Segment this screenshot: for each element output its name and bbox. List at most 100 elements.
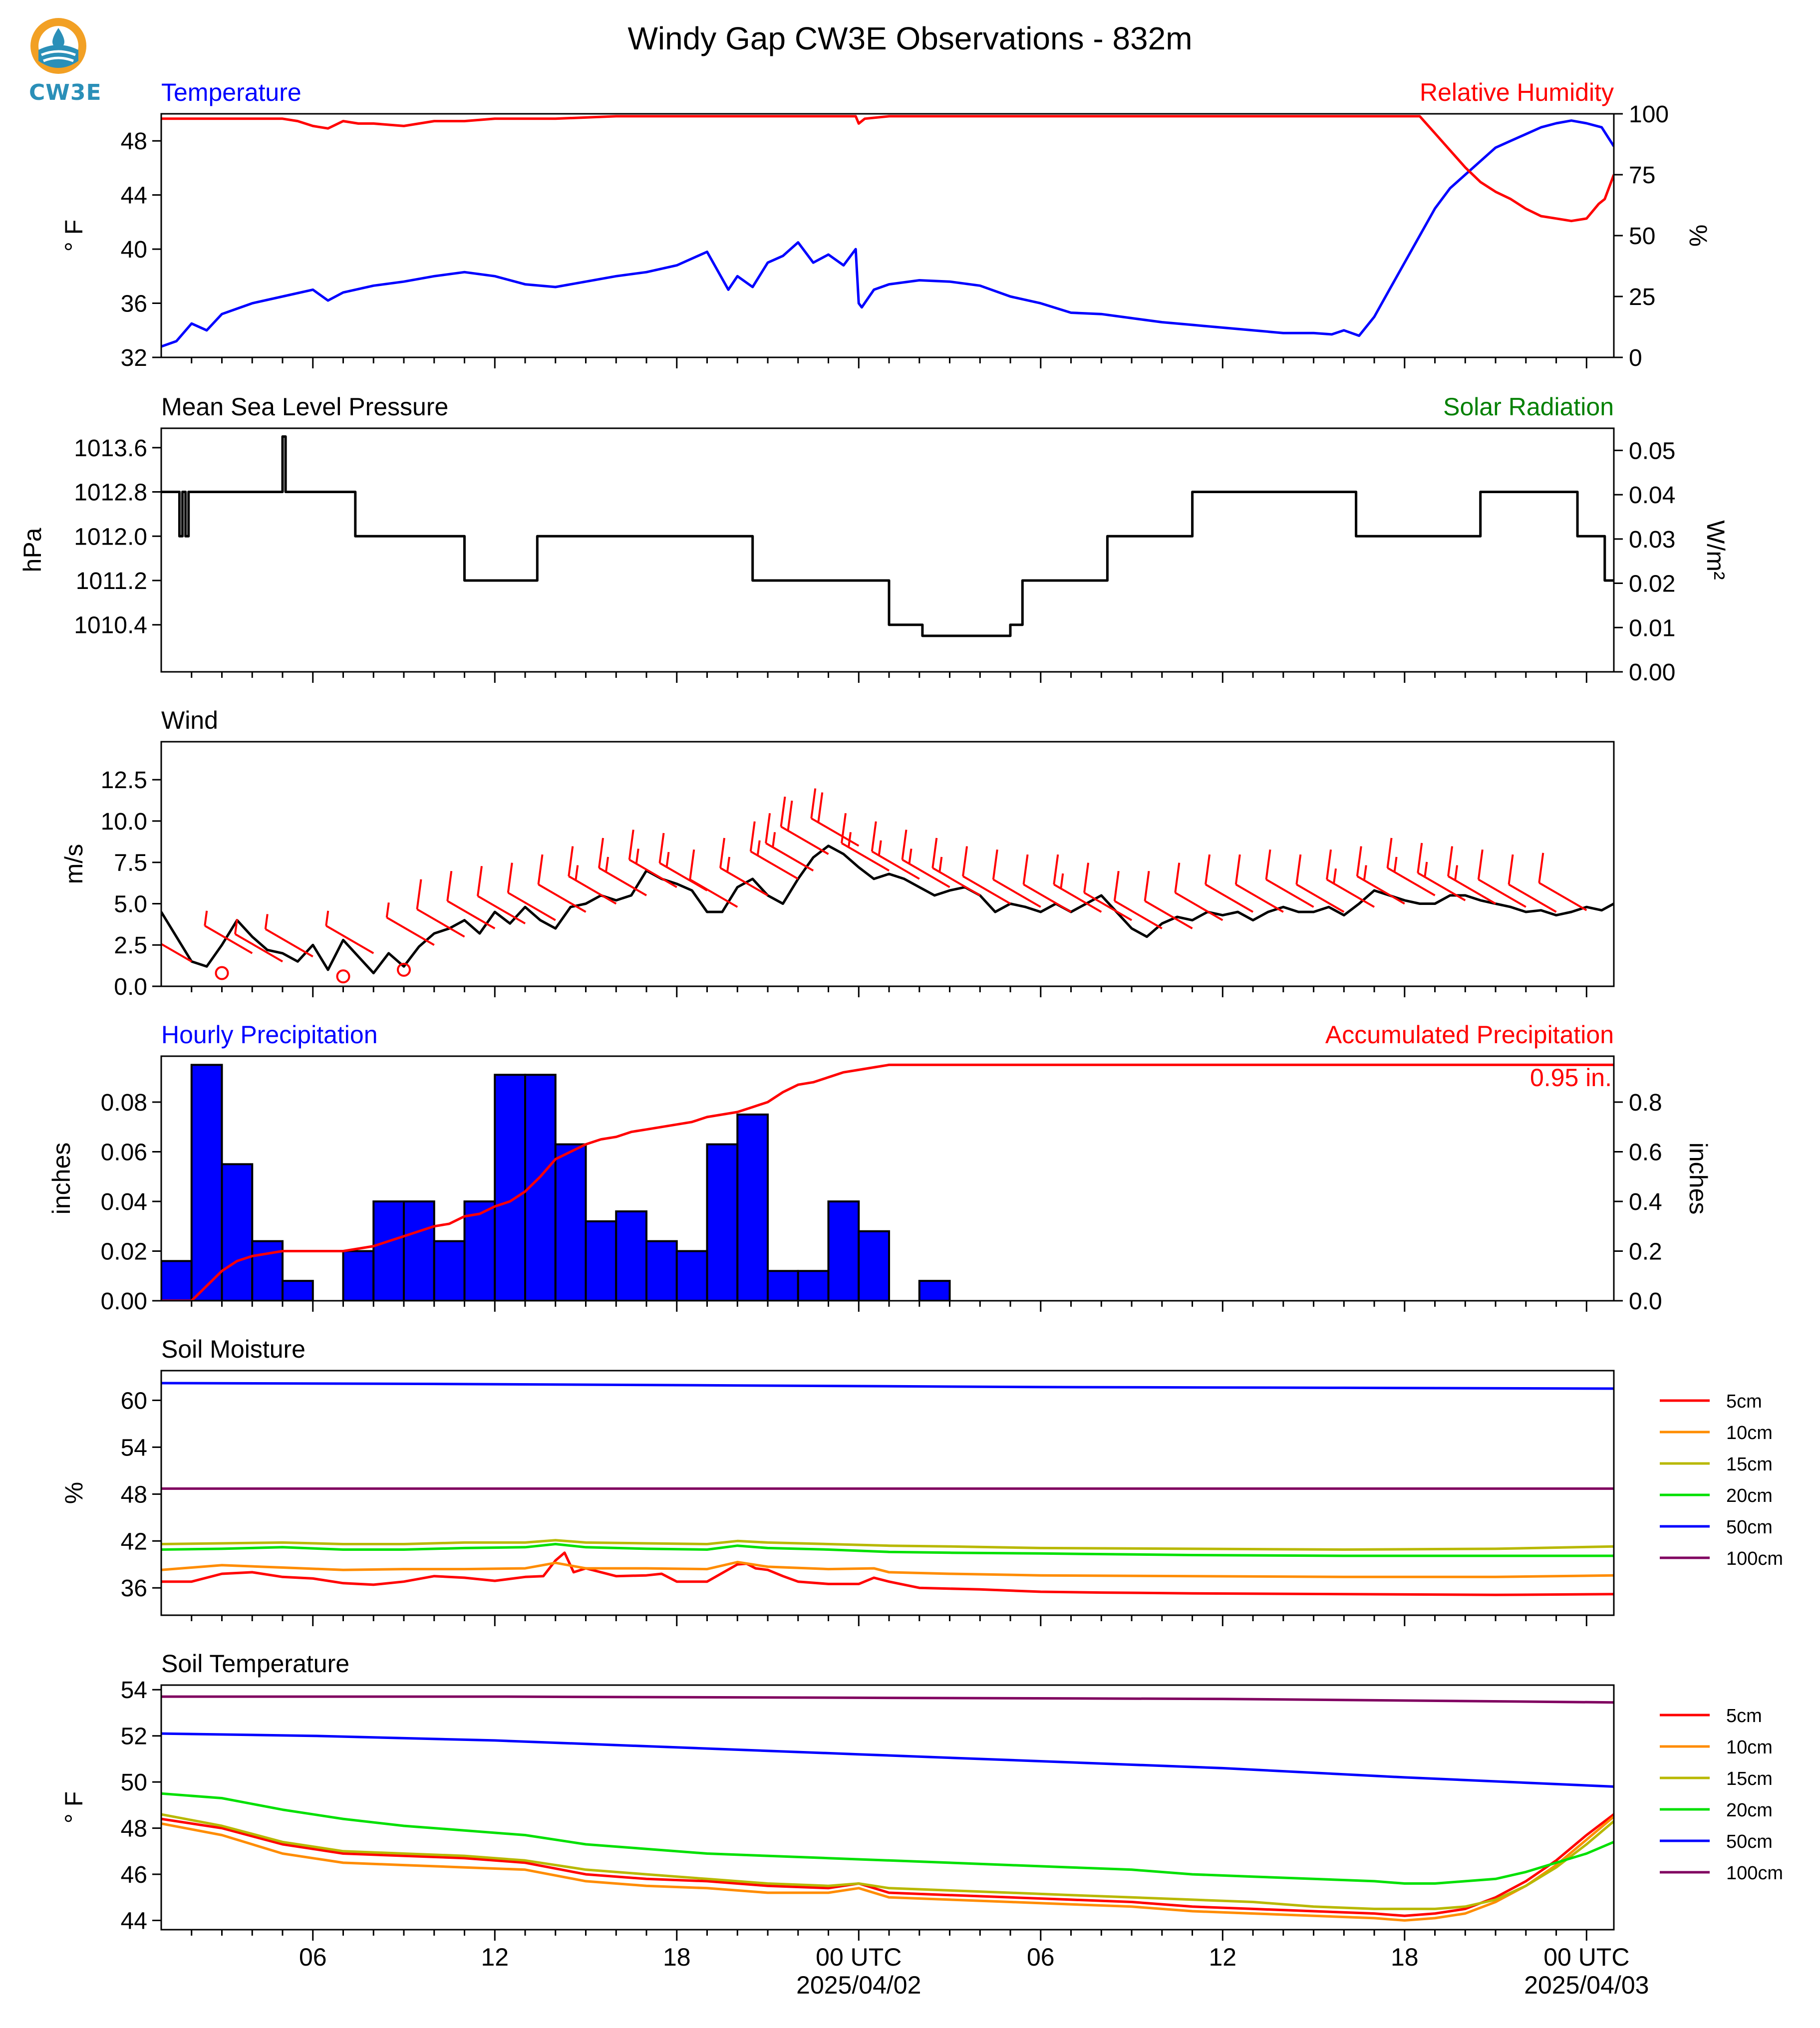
wind-barb-half	[605, 857, 609, 872]
wind-barb-full	[1326, 849, 1332, 880]
wind-barb-half	[1424, 862, 1428, 877]
panel-3	[152, 1055, 1623, 1312]
y-tick-label-left: 7.5	[114, 850, 147, 876]
y-tick-label-right: 0	[1629, 345, 1642, 371]
wind-barb-half	[878, 840, 882, 856]
y-tick-label-left: 44	[121, 183, 147, 209]
panel-title-left: Hourly Precipitation	[161, 1021, 378, 1049]
wind-barb-half	[726, 857, 731, 872]
x-tick-label: 06	[299, 1943, 327, 1971]
wind-barb-full	[787, 800, 793, 831]
accumulated-total-label: 0.95 in.	[1530, 1064, 1612, 1092]
y-tick-label-left: 2.5	[114, 932, 147, 959]
wind-barb-shaft	[628, 859, 677, 888]
logo-text: CW3E	[29, 80, 102, 105]
y-tick-label-right: 0.0	[1629, 1288, 1662, 1315]
y-axis-label-left: hPa	[18, 528, 46, 572]
precip-bar	[797, 1270, 830, 1301]
y-tick-label-right: 0.02	[1629, 571, 1675, 597]
wind-barb-shaft	[811, 817, 860, 847]
wind-barb-shaft	[1235, 883, 1284, 913]
wind-barb-full	[871, 821, 877, 852]
y-tick-label-left: 1012.0	[74, 524, 147, 550]
series-line-5	[161, 1695, 1614, 1704]
y-axis-label-right: W/m²	[1702, 520, 1730, 579]
y-tick-label-left: 1011.2	[76, 568, 147, 594]
legend-label: 10cm	[1726, 1737, 1773, 1758]
series-line-2	[161, 1813, 1614, 1910]
y-tick-label-right: 0.8	[1629, 1090, 1662, 1116]
y-tick-label-left: 46	[121, 1862, 147, 1888]
panel-plot-area	[161, 1695, 1614, 1922]
wind-barb-shaft	[204, 925, 253, 954]
wind-barb-half	[1363, 865, 1367, 880]
panel-frame	[160, 1370, 1615, 1616]
y-tick-label-left: 50	[121, 1769, 147, 1796]
wind-barb-shaft	[568, 875, 617, 905]
y-tick-label-left: 44	[121, 1908, 147, 1935]
wind-barb-shaft	[235, 933, 284, 963]
precip-bar	[494, 1074, 527, 1301]
series-line-0	[161, 1813, 1614, 1917]
wind-barb-shaft	[1023, 883, 1072, 913]
wind-barb-full	[1295, 854, 1302, 885]
y-tick-label-left: 0.0	[114, 974, 147, 1000]
wind-barb-full	[901, 830, 908, 860]
wind-barb-full	[689, 849, 695, 880]
wind-barb-full	[1083, 863, 1090, 893]
wind-barb-full	[446, 870, 453, 901]
wind-barb-shaft	[1417, 872, 1466, 901]
series-line-0	[161, 1063, 1614, 1301]
wind-barb-shaft	[992, 878, 1041, 908]
precip-bar	[433, 1240, 466, 1301]
y-tick-label-left: 40	[121, 237, 147, 263]
y-tick-label-left: 1012.8	[74, 480, 147, 506]
y-tick-label-left: 42	[121, 1528, 147, 1555]
cw3e-logo	[27, 15, 102, 110]
legend-label: 5cm	[1726, 1391, 1762, 1412]
y-tick-label-left: 0.08	[101, 1090, 147, 1116]
series-line-3	[161, 1792, 1614, 1885]
panel-plot-area	[161, 788, 1614, 984]
y-tick-label-right: 0.6	[1629, 1140, 1662, 1166]
wind-barb-full	[931, 838, 938, 869]
y-axis-label-right: inches	[1684, 1143, 1712, 1215]
y-tick-label-right: 0.03	[1629, 527, 1675, 553]
y-tick-label-right: 25	[1629, 284, 1655, 310]
wind-barb-shaft	[161, 942, 192, 963]
wind-barb-full	[1234, 854, 1241, 885]
panel-title-left: Soil Moisture	[161, 1335, 305, 1363]
wind-barb-shaft	[1448, 875, 1497, 905]
wind-barb-full	[658, 833, 665, 864]
wind-barb-full	[598, 838, 605, 869]
wind-barb-full	[1022, 854, 1029, 885]
precip-bar	[251, 1240, 284, 1301]
precip-bar	[221, 1163, 254, 1301]
series-line-1	[161, 1815, 1614, 1922]
wind-barb-full	[1508, 854, 1514, 885]
wind-barb-shaft	[1326, 878, 1375, 908]
y-tick-label-left: 0.04	[101, 1189, 147, 1215]
series-line-3	[161, 1543, 1614, 1557]
legend-label: 20cm	[1726, 1485, 1773, 1506]
wind-barb-full	[1447, 846, 1454, 876]
wind-barb-full	[1386, 838, 1393, 869]
panel-4	[152, 1370, 1710, 1626]
wind-barb-shaft	[1084, 891, 1133, 921]
panel-5	[152, 1684, 1710, 1941]
x-date-label: 2025/04/02	[796, 1971, 921, 1999]
panel-plot-area	[161, 1382, 1614, 1596]
legend-label: 50cm	[1726, 1831, 1773, 1852]
y-axis-label-left: inches	[47, 1143, 75, 1215]
series-line-1	[161, 1561, 1614, 1578]
y-tick-label-right: 75	[1629, 162, 1655, 189]
panel-title-right: Relative Humidity	[1420, 78, 1614, 106]
wind-barb-shaft	[689, 878, 738, 908]
y-tick-label-left: 36	[121, 1575, 147, 1602]
wind-barb-calm	[397, 962, 411, 977]
panel-frame	[160, 1055, 1615, 1302]
y-tick-label-left: 0.02	[101, 1239, 147, 1265]
precip-bar	[554, 1143, 587, 1301]
x-tick-label: 12	[481, 1943, 509, 1971]
y-tick-label-left: 5.0	[114, 891, 147, 917]
